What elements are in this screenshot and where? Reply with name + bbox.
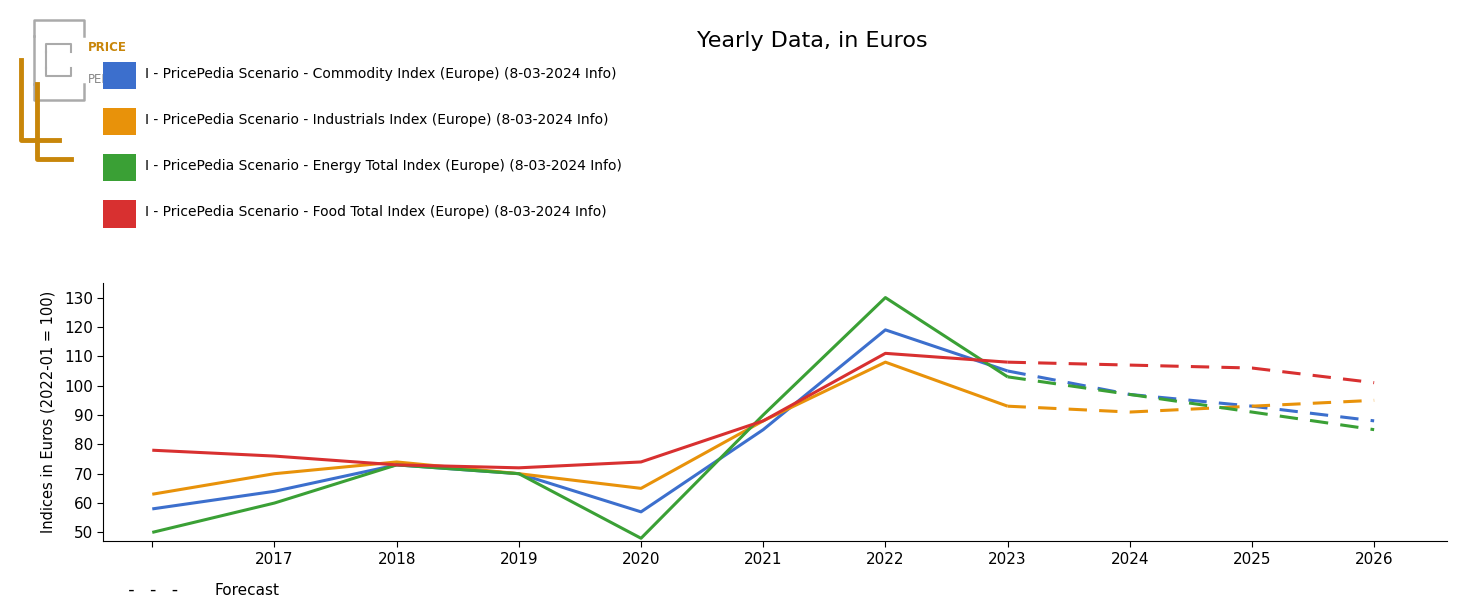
Text: I - PricePedia Scenario - Energy Total Index (Europe) (8-03-2024 Info): I - PricePedia Scenario - Energy Total I…: [145, 159, 622, 173]
Text: I - PricePedia Scenario - Industrials Index (Europe) (8-03-2024 Info): I - PricePedia Scenario - Industrials In…: [145, 113, 609, 127]
Text: - - -: - - -: [126, 581, 180, 600]
Y-axis label: Indices in Euros (2022-01 = 100): Indices in Euros (2022-01 = 100): [41, 291, 56, 533]
Text: PEDIA: PEDIA: [87, 73, 123, 86]
Text: I - PricePedia Scenario - Food Total Index (Europe) (8-03-2024 Info): I - PricePedia Scenario - Food Total Ind…: [145, 205, 607, 219]
Text: Forecast: Forecast: [214, 583, 279, 598]
Text: Yearly Data, in Euros: Yearly Data, in Euros: [697, 31, 928, 51]
Text: I - PricePedia Scenario - Commodity Index (Europe) (8-03-2024 Info): I - PricePedia Scenario - Commodity Inde…: [145, 67, 616, 81]
Text: PRICE: PRICE: [87, 41, 127, 54]
